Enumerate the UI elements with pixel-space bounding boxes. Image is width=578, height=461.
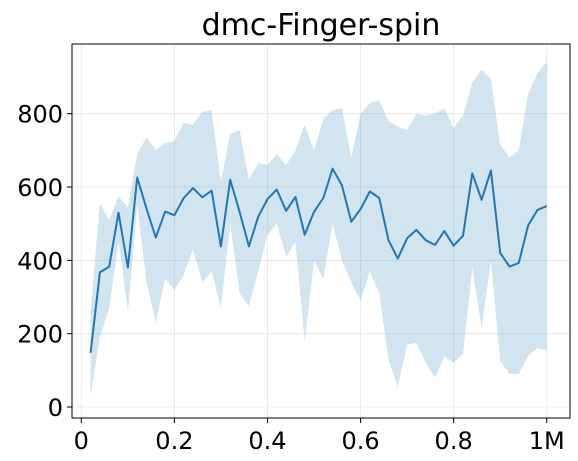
x-tick-label: 0 xyxy=(74,427,89,455)
x-tick-label: 0.6 xyxy=(341,427,379,455)
x-tick-label: 0.8 xyxy=(435,427,473,455)
y-tick-label: 200 xyxy=(17,321,63,349)
y-tick-label: 800 xyxy=(17,101,63,129)
x-tick-label: 1M xyxy=(529,427,565,455)
y-tick-label: 400 xyxy=(17,247,63,275)
y-tick-label: 0 xyxy=(48,394,63,422)
x-tick-label: 0.2 xyxy=(155,427,193,455)
y-tick-label: 600 xyxy=(17,174,63,202)
x-tick-label: 0.4 xyxy=(248,427,286,455)
chart-title: dmc-Finger-spin xyxy=(202,8,441,43)
